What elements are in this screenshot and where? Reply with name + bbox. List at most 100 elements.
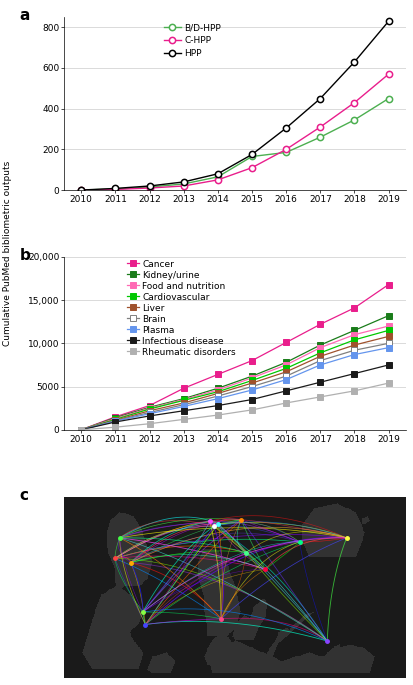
- Line: HPP: HPP: [78, 18, 391, 193]
- Line: Plasma: Plasma: [78, 345, 390, 432]
- Food and nutrition: [351, 331, 356, 339]
- Infectious disease: [317, 378, 322, 386]
- Text: c: c: [20, 488, 28, 503]
- Infectious disease: [351, 369, 356, 377]
- Rheumatic disorders: [78, 425, 83, 434]
- Cardiovascular: [385, 326, 390, 334]
- B/D-HPP: [147, 183, 152, 191]
- Cancer: [283, 338, 288, 347]
- Brain: [78, 425, 83, 434]
- Infectious disease: [113, 418, 118, 426]
- HPP: [249, 150, 254, 158]
- Rheumatic disorders: [317, 393, 322, 401]
- C-HPP: [249, 164, 254, 172]
- Cancer: [249, 356, 254, 364]
- Line: Rheumatic disorders: Rheumatic disorders: [78, 380, 390, 432]
- C-HPP: [181, 182, 186, 190]
- Kidney/urine: [181, 395, 186, 403]
- Line: Liver: Liver: [78, 334, 390, 432]
- Line: Cancer: Cancer: [78, 282, 390, 432]
- Food and nutrition: [181, 395, 186, 403]
- Food and nutrition: [113, 414, 118, 423]
- Food and nutrition: [147, 404, 152, 412]
- Cardiovascular: [147, 405, 152, 413]
- Rheumatic disorders: [283, 399, 288, 407]
- C-HPP: [385, 70, 390, 78]
- Cardiovascular: [113, 415, 118, 423]
- B/D-HPP: [317, 133, 322, 141]
- C-HPP: [113, 186, 118, 194]
- Cancer: [181, 384, 186, 393]
- Infectious disease: [215, 401, 220, 410]
- Plasma: [385, 344, 390, 352]
- Liver: [249, 379, 254, 387]
- Plasma: [351, 351, 356, 359]
- Food and nutrition: [385, 322, 390, 330]
- Infectious disease: [181, 407, 186, 415]
- Line: Kidney/urine: Kidney/urine: [78, 313, 390, 432]
- Infectious disease: [385, 361, 390, 369]
- Plasma: [283, 375, 288, 384]
- Plasma: [78, 425, 83, 434]
- HPP: [78, 186, 83, 194]
- Text: b: b: [20, 248, 31, 263]
- Kidney/urine: [215, 384, 220, 393]
- C-HPP: [147, 184, 152, 192]
- Line: C-HPP: C-HPP: [78, 71, 391, 193]
- Line: Brain: Brain: [78, 340, 390, 432]
- Brain: [351, 346, 356, 354]
- Infectious disease: [147, 412, 152, 420]
- Food and nutrition: [283, 361, 288, 369]
- Liver: [351, 341, 356, 349]
- Plasma: [249, 386, 254, 394]
- C-HPP: [215, 176, 220, 184]
- Rheumatic disorders: [249, 406, 254, 414]
- Cardiovascular: [249, 376, 254, 384]
- HPP: [113, 184, 118, 192]
- Plasma: [215, 395, 220, 403]
- Liver: [181, 399, 186, 407]
- Line: Infectious disease: Infectious disease: [78, 362, 390, 432]
- C-HPP: [283, 145, 288, 153]
- C-HPP: [317, 123, 322, 131]
- Cancer: [113, 412, 118, 421]
- Cardiovascular: [351, 336, 356, 344]
- Line: Food and nutrition: Food and nutrition: [78, 323, 390, 432]
- Rheumatic disorders: [113, 423, 118, 432]
- Liver: [317, 352, 322, 360]
- Cancer: [78, 425, 83, 434]
- Cancer: [385, 280, 390, 288]
- Legend: Cancer, Kidney/urine, Food and nutrition, Cardiovascular, Liver, Brain, Plasma, : Cancer, Kidney/urine, Food and nutrition…: [126, 260, 235, 356]
- Kidney/urine: [249, 372, 254, 380]
- Brain: [215, 392, 220, 400]
- Food and nutrition: [78, 425, 83, 434]
- Food and nutrition: [215, 386, 220, 394]
- Brain: [317, 356, 322, 364]
- Plasma: [317, 361, 322, 369]
- Cardiovascular: [317, 349, 322, 357]
- Cancer: [215, 371, 220, 379]
- B/D-HPP: [215, 173, 220, 181]
- Liver: [283, 368, 288, 376]
- B/D-HPP: [181, 180, 186, 188]
- HPP: [317, 95, 322, 103]
- Kidney/urine: [147, 403, 152, 412]
- Infectious disease: [78, 425, 83, 434]
- C-HPP: [351, 99, 356, 107]
- Brain: [181, 401, 186, 409]
- Kidney/urine: [351, 326, 356, 334]
- Text: Cumulative PubMed bibliometric outputs: Cumulative PubMed bibliometric outputs: [3, 161, 12, 346]
- Liver: [78, 425, 83, 434]
- Brain: [283, 372, 288, 380]
- C-HPP: [78, 186, 83, 194]
- Liver: [147, 407, 152, 415]
- HPP: [283, 124, 288, 132]
- B/D-HPP: [78, 186, 83, 194]
- HPP: [147, 182, 152, 190]
- Cancer: [147, 401, 152, 410]
- Text: a: a: [20, 8, 30, 23]
- Plasma: [181, 402, 186, 410]
- Kidney/urine: [317, 341, 322, 349]
- HPP: [351, 58, 356, 66]
- Liver: [113, 416, 118, 425]
